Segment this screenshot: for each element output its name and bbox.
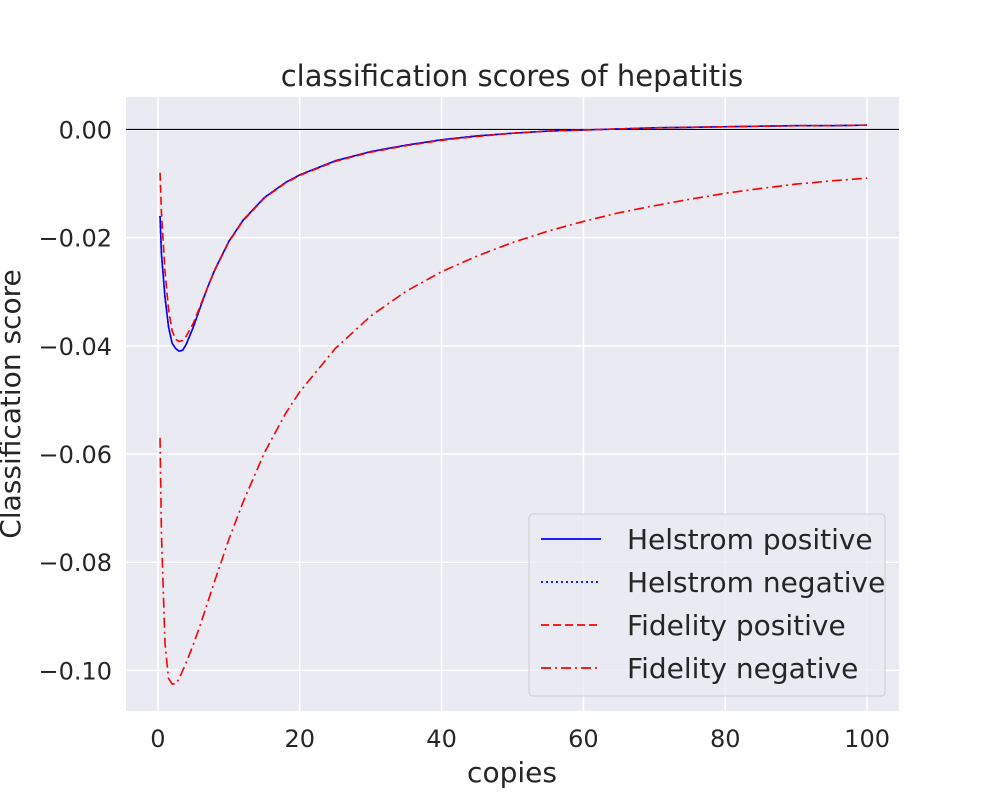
y-tick-label: −0.02 [38, 225, 112, 253]
x-tick-label: 60 [568, 725, 599, 753]
tick-labels: 0 20 40 60 80 100 0.00 −0.02 −0.04 −0.06 −0.08 −0.1… [38, 116, 890, 753]
y-tick-label: −0.10 [38, 657, 112, 685]
chart-title: classification scores of hepatitis [281, 59, 744, 93]
y-tick-label: −0.08 [38, 549, 112, 577]
legend-label-3: Fidelity negative [627, 652, 858, 685]
legend-label-1: Helstrom negative [627, 566, 885, 599]
series-line-2 [159, 124, 868, 343]
y-tick-label: −0.04 [38, 333, 112, 361]
y-tick-label: −0.06 [38, 441, 112, 469]
y-tick-label: 0.00 [59, 116, 112, 144]
legend: Helstrom positive Helstrom negative Fideli… [528, 513, 886, 697]
series-lines [159, 124, 868, 685]
x-tick-label: 80 [710, 725, 741, 753]
series-line-3 [159, 177, 868, 685]
x-tick-label: 0 [150, 725, 165, 753]
y-axis-label: Classification score [0, 269, 27, 538]
legend-label-0: Helstrom positive [627, 523, 873, 556]
x-tick-label: 100 [844, 725, 890, 753]
legend-box [528, 513, 886, 697]
legend-label-2: Fidelity positive [627, 609, 846, 642]
x-axis-label: copies [467, 756, 557, 789]
x-tick-label: 40 [426, 725, 457, 753]
x-tick-label: 20 [284, 725, 315, 753]
